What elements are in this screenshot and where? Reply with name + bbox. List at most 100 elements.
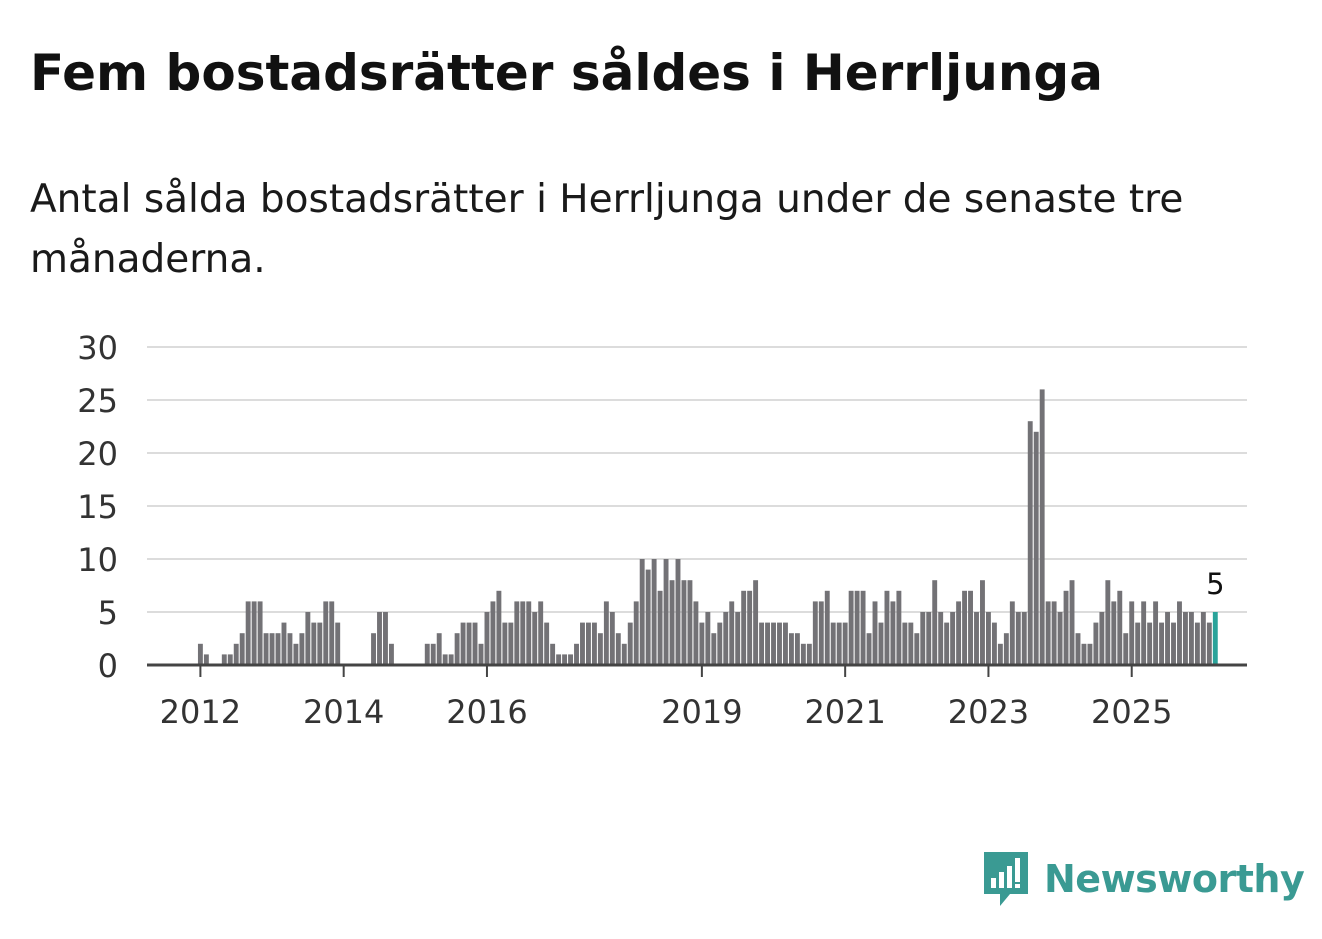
bar (926, 612, 932, 665)
bar (496, 590, 502, 665)
bar (723, 612, 729, 665)
bar (800, 643, 806, 665)
bar (544, 622, 550, 665)
bar (717, 622, 723, 665)
bar (1063, 590, 1069, 665)
bar (729, 601, 735, 665)
y-tick-label: 0 (98, 647, 118, 685)
bar (454, 633, 460, 665)
bar (281, 622, 287, 665)
newsworthy-logo: Newsworthy (980, 848, 1305, 910)
bar (1171, 622, 1176, 665)
bar (615, 633, 621, 665)
bar (1093, 622, 1099, 665)
bar (430, 643, 436, 665)
bar (991, 622, 997, 665)
bar (956, 601, 962, 665)
y-tick-label: 20 (77, 435, 118, 473)
bar (526, 601, 532, 665)
bar (1033, 431, 1039, 665)
bar (520, 601, 526, 665)
bar (287, 633, 293, 665)
bar (388, 643, 394, 665)
bar (514, 601, 520, 665)
bar (1069, 580, 1075, 665)
x-tick-label: 2014 (303, 693, 384, 731)
bar (854, 590, 860, 665)
x-tick-label: 2025 (1091, 693, 1172, 731)
bar (436, 633, 442, 665)
bar (914, 633, 920, 665)
bar (872, 601, 878, 665)
bar (836, 622, 842, 665)
bar (908, 622, 914, 665)
bar (1206, 622, 1212, 665)
bar (556, 654, 562, 665)
bar (705, 612, 711, 665)
bar (490, 601, 496, 665)
bar (962, 590, 968, 665)
bar (1123, 633, 1129, 665)
bar (574, 643, 579, 665)
bar (675, 559, 681, 665)
bar (293, 643, 299, 665)
bar (502, 622, 508, 665)
bar (269, 633, 275, 665)
bar (1194, 622, 1200, 665)
bar (633, 601, 639, 665)
bar (197, 643, 203, 665)
bar (824, 590, 830, 665)
bar (1087, 643, 1093, 665)
bar (1105, 580, 1111, 665)
bar (609, 612, 615, 665)
bar (221, 654, 227, 665)
bar (580, 622, 585, 665)
bar (227, 654, 233, 665)
bar (257, 601, 263, 665)
bar (669, 580, 675, 665)
bar (687, 580, 693, 665)
bar (663, 559, 669, 665)
bar (711, 633, 717, 665)
bar (335, 622, 341, 665)
bar (771, 622, 776, 665)
bar (329, 601, 335, 665)
bar (765, 622, 770, 665)
bar (1200, 612, 1206, 665)
bar-highlight (1212, 612, 1218, 665)
bar (878, 622, 884, 665)
x-tick-label: 2016 (446, 693, 527, 731)
bar (323, 601, 329, 665)
bar (532, 612, 538, 665)
bar (794, 633, 800, 665)
bar (1111, 601, 1117, 665)
bar (1099, 612, 1105, 665)
bar (1159, 622, 1165, 665)
bar (460, 622, 466, 665)
bar (818, 601, 824, 665)
bar (896, 590, 902, 665)
x-tick-label: 2019 (661, 693, 742, 731)
y-tick-label: 5 (98, 594, 118, 632)
bar (377, 612, 382, 665)
bar (562, 654, 568, 665)
bar (1147, 622, 1153, 665)
bar (944, 622, 950, 665)
bar (1003, 633, 1009, 665)
bar (645, 569, 651, 665)
bar (239, 633, 245, 665)
bar (974, 612, 979, 665)
bar (1153, 601, 1159, 665)
chart-subtitle: Antal sålda bostadsrätter i Herrljunga u… (30, 177, 1184, 282)
bar (759, 622, 765, 665)
bar (299, 633, 305, 665)
bar (424, 643, 430, 665)
bar (251, 601, 257, 665)
bar (1188, 612, 1194, 665)
bar (1117, 590, 1123, 665)
bar (627, 622, 633, 665)
bar (693, 601, 699, 665)
bar (932, 580, 938, 665)
bar (812, 601, 818, 665)
bar (657, 590, 663, 665)
